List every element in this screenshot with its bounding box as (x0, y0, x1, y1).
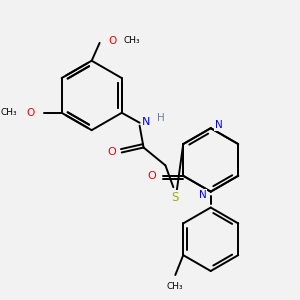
Text: N: N (142, 117, 151, 127)
Text: O: O (108, 36, 117, 46)
Text: O: O (147, 171, 156, 181)
Text: CH₃: CH₃ (1, 108, 17, 117)
Text: H: H (157, 113, 164, 123)
Text: O: O (107, 148, 116, 158)
Text: N: N (199, 190, 207, 200)
Text: N: N (215, 120, 223, 130)
Text: O: O (27, 108, 35, 118)
Text: S: S (172, 190, 179, 204)
Text: CH₃: CH₃ (123, 36, 140, 45)
Text: CH₃: CH₃ (167, 282, 184, 291)
